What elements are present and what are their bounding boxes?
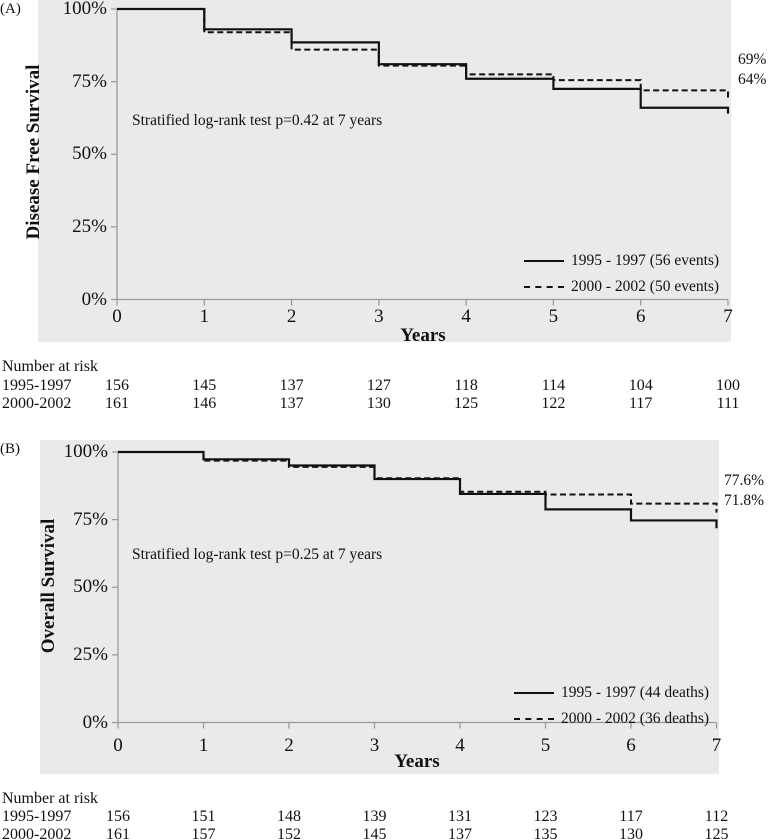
x-tick-label: 0: [113, 735, 123, 756]
log-rank-annotation-b: Stratified log-rank test p=0.25 at 7 yea…: [132, 546, 383, 563]
x-tick-label: 7: [723, 306, 733, 327]
x-tick-label: 0: [112, 306, 122, 327]
y-tick-label: 0%: [81, 288, 107, 310]
at-risk-count: 125: [454, 395, 479, 412]
at-risk-count: 118: [454, 377, 478, 394]
y-tick-label: 75%: [73, 508, 108, 530]
y-tick-label: 75%: [72, 70, 107, 92]
at-risk-row-label: 1995-1997: [2, 808, 72, 825]
legend-a: 1995 - 1997 (56 events) 2000 - 2002 (50 …: [524, 248, 719, 300]
y-axis-title-a: Disease Free Survival: [23, 64, 44, 240]
at-risk-count: 130: [366, 395, 391, 412]
y-tick-label: 25%: [73, 643, 108, 665]
x-axis-title-a: Years: [400, 325, 446, 346]
legend-item-solid: 1995 - 1997 (44 deaths): [514, 680, 709, 706]
y-tick-label: 50%: [73, 576, 108, 598]
at-risk-count: 117: [629, 395, 653, 412]
at-risk-count: 146: [192, 395, 217, 412]
legend-label: 2000 - 2002 (36 deaths): [561, 710, 710, 727]
legend-label: 1995 - 1997 (44 deaths): [561, 684, 710, 701]
final-value-label-solid-b: 71.8%: [724, 492, 765, 509]
legend-item-dashed: 2000 - 2002 (50 events): [524, 274, 719, 300]
at-risk-count: 161: [105, 395, 129, 412]
x-tick-label: 4: [455, 735, 465, 756]
x-tick-label: 2: [286, 306, 297, 327]
at-risk-count: 151: [191, 808, 216, 825]
x-tick-label: 6: [635, 306, 646, 327]
at-risk-row-label: 1995-1997: [2, 377, 72, 394]
at-risk-count: 152: [277, 826, 301, 840]
legend-b: 1995 - 1997 (44 deaths) 2000 - 2002 (36 …: [514, 680, 709, 732]
x-tick-label: 2: [284, 735, 294, 756]
y-tick-label: 100%: [63, 441, 108, 462]
y-tick-label: 25%: [72, 215, 107, 237]
x-tick-label: 1: [198, 735, 209, 756]
legend-item-dashed: 2000 - 2002 (36 deaths): [514, 706, 709, 732]
at-risk-count: 123: [533, 808, 558, 825]
final-value-label-dashed-a: 69%: [738, 51, 767, 68]
panel-letter-a: (A): [0, 1, 21, 17]
at-risk-header-b: Number at risk: [2, 790, 98, 807]
at-risk-row-label: 2000-2002: [2, 826, 72, 840]
x-tick-label: 3: [374, 306, 384, 327]
log-rank-annotation-a: Stratified log-rank test p=0.42 at 7 yea…: [132, 112, 383, 129]
at-risk-count: 156: [105, 377, 129, 394]
x-axis-title-b: Years: [394, 751, 440, 772]
legend-item-solid: 1995 - 1997 (56 events): [524, 248, 719, 274]
x-tick-label: 4: [461, 306, 471, 327]
at-risk-count: 114: [541, 377, 566, 394]
at-risk-count: 137: [279, 395, 304, 412]
solid-line-key-icon: [514, 692, 554, 694]
x-tick-label: 5: [540, 735, 551, 756]
dashed-line-key-icon: [514, 718, 554, 720]
at-risk-row-label: 2000-2002: [2, 395, 72, 412]
y-tick-label: 50%: [72, 143, 107, 165]
at-risk-count: 112: [704, 808, 729, 825]
at-risk-count: 131: [448, 808, 472, 825]
at-risk-count: 130: [619, 826, 643, 840]
x-tick-label: 7: [711, 735, 722, 756]
solid-line-key-icon: [524, 260, 564, 262]
at-risk-count: 157: [191, 826, 216, 840]
at-risk-header-a: Number at risk: [2, 358, 98, 375]
at-risk-count: 156: [106, 808, 130, 825]
x-tick-label: 6: [626, 735, 636, 756]
at-risk-count: 148: [277, 808, 301, 825]
at-risk-count: 111: [716, 395, 740, 412]
at-risk-count: 122: [541, 395, 566, 412]
at-risk-count: 161: [106, 826, 130, 840]
x-tick-label: 5: [548, 306, 559, 327]
at-risk-count: 135: [533, 826, 558, 840]
at-risk-count: 125: [704, 826, 729, 840]
y-tick-label: 0%: [82, 711, 108, 733]
dashed-line-key-icon: [524, 286, 564, 288]
final-value-label-solid-a: 64%: [738, 71, 767, 88]
at-risk-count: 145: [362, 826, 387, 840]
x-tick-label: 1: [199, 306, 210, 327]
at-risk-count: 137: [448, 826, 472, 840]
at-risk-count: 139: [362, 808, 387, 825]
at-risk-count: 104: [628, 377, 653, 394]
at-risk-count: 127: [366, 377, 391, 394]
legend-label: 1995 - 1997 (56 events): [571, 252, 720, 269]
at-risk-count: 117: [619, 808, 643, 825]
at-risk-count: 137: [279, 377, 304, 394]
legend-label: 2000 - 2002 (50 events): [571, 278, 720, 295]
x-tick-label: 3: [369, 735, 380, 756]
panel-letter-b: (B): [0, 441, 20, 457]
y-tick-label: 100%: [62, 0, 107, 19]
at-risk-count: 100: [716, 377, 740, 394]
at-risk-count: 145: [192, 377, 217, 394]
final-value-label-dashed-b: 77.6%: [724, 472, 765, 489]
